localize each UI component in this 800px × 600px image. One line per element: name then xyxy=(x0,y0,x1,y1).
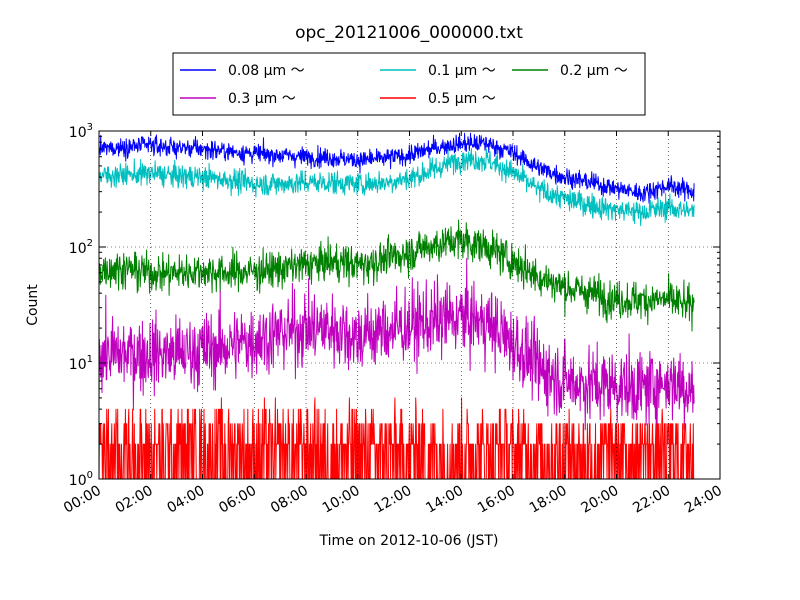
x-tick-label: 10:00 xyxy=(320,483,363,517)
x-tick-label: 20:00 xyxy=(579,483,622,517)
legend-label-1: 0.1 μm ～ xyxy=(428,63,496,79)
series-line-1 xyxy=(99,147,695,227)
x-tick-label: 16:00 xyxy=(475,483,518,517)
x-tick-label: 18:00 xyxy=(527,483,570,517)
legend-frame xyxy=(172,52,646,116)
plot-area: 00:00 02:00 04:00 06:00 08:00 10:00 12:00 14:00… xyxy=(61,122,725,517)
x-tick-label: 14:00 xyxy=(423,483,466,517)
y-tick-label: 101 xyxy=(69,354,93,373)
x-tick-label: 08:00 xyxy=(268,483,311,517)
legend: 0.08 μm ～ 0.1 μm ～ 0.2 μm ～ 0.3 μm ～ 0.5 μm … xyxy=(172,52,646,116)
legend-label-0: 0.08 μm ～ xyxy=(228,63,305,79)
x-tick-label: 06:00 xyxy=(216,483,259,517)
x-axis-label: Time on 2012-10-06 (JST) xyxy=(319,533,499,549)
legend-label-3: 0.3 μm ～ xyxy=(228,91,296,107)
series-line-3 xyxy=(99,258,695,436)
legend-label-2: 0.2 μm ～ xyxy=(560,63,628,79)
y-tick-label: 100 xyxy=(69,470,93,489)
chart-title: opc_20121006_000000.txt xyxy=(295,23,523,43)
y-tick-label: 102 xyxy=(69,238,93,257)
x-tick-label: 22:00 xyxy=(630,483,673,517)
series-line-4 xyxy=(99,397,695,479)
x-tick-label: 24:00 xyxy=(682,483,725,517)
series-line-0 xyxy=(99,132,695,204)
y-tick-label: 103 xyxy=(69,122,93,141)
y-axis-label: Count xyxy=(25,284,41,326)
legend-label-4: 0.5 μm ～ xyxy=(428,91,496,107)
x-tick-label: 12:00 xyxy=(372,483,415,517)
x-tick-label: 02:00 xyxy=(113,483,156,517)
series-line-2 xyxy=(99,219,695,332)
x-tick-label: 04:00 xyxy=(165,483,208,517)
